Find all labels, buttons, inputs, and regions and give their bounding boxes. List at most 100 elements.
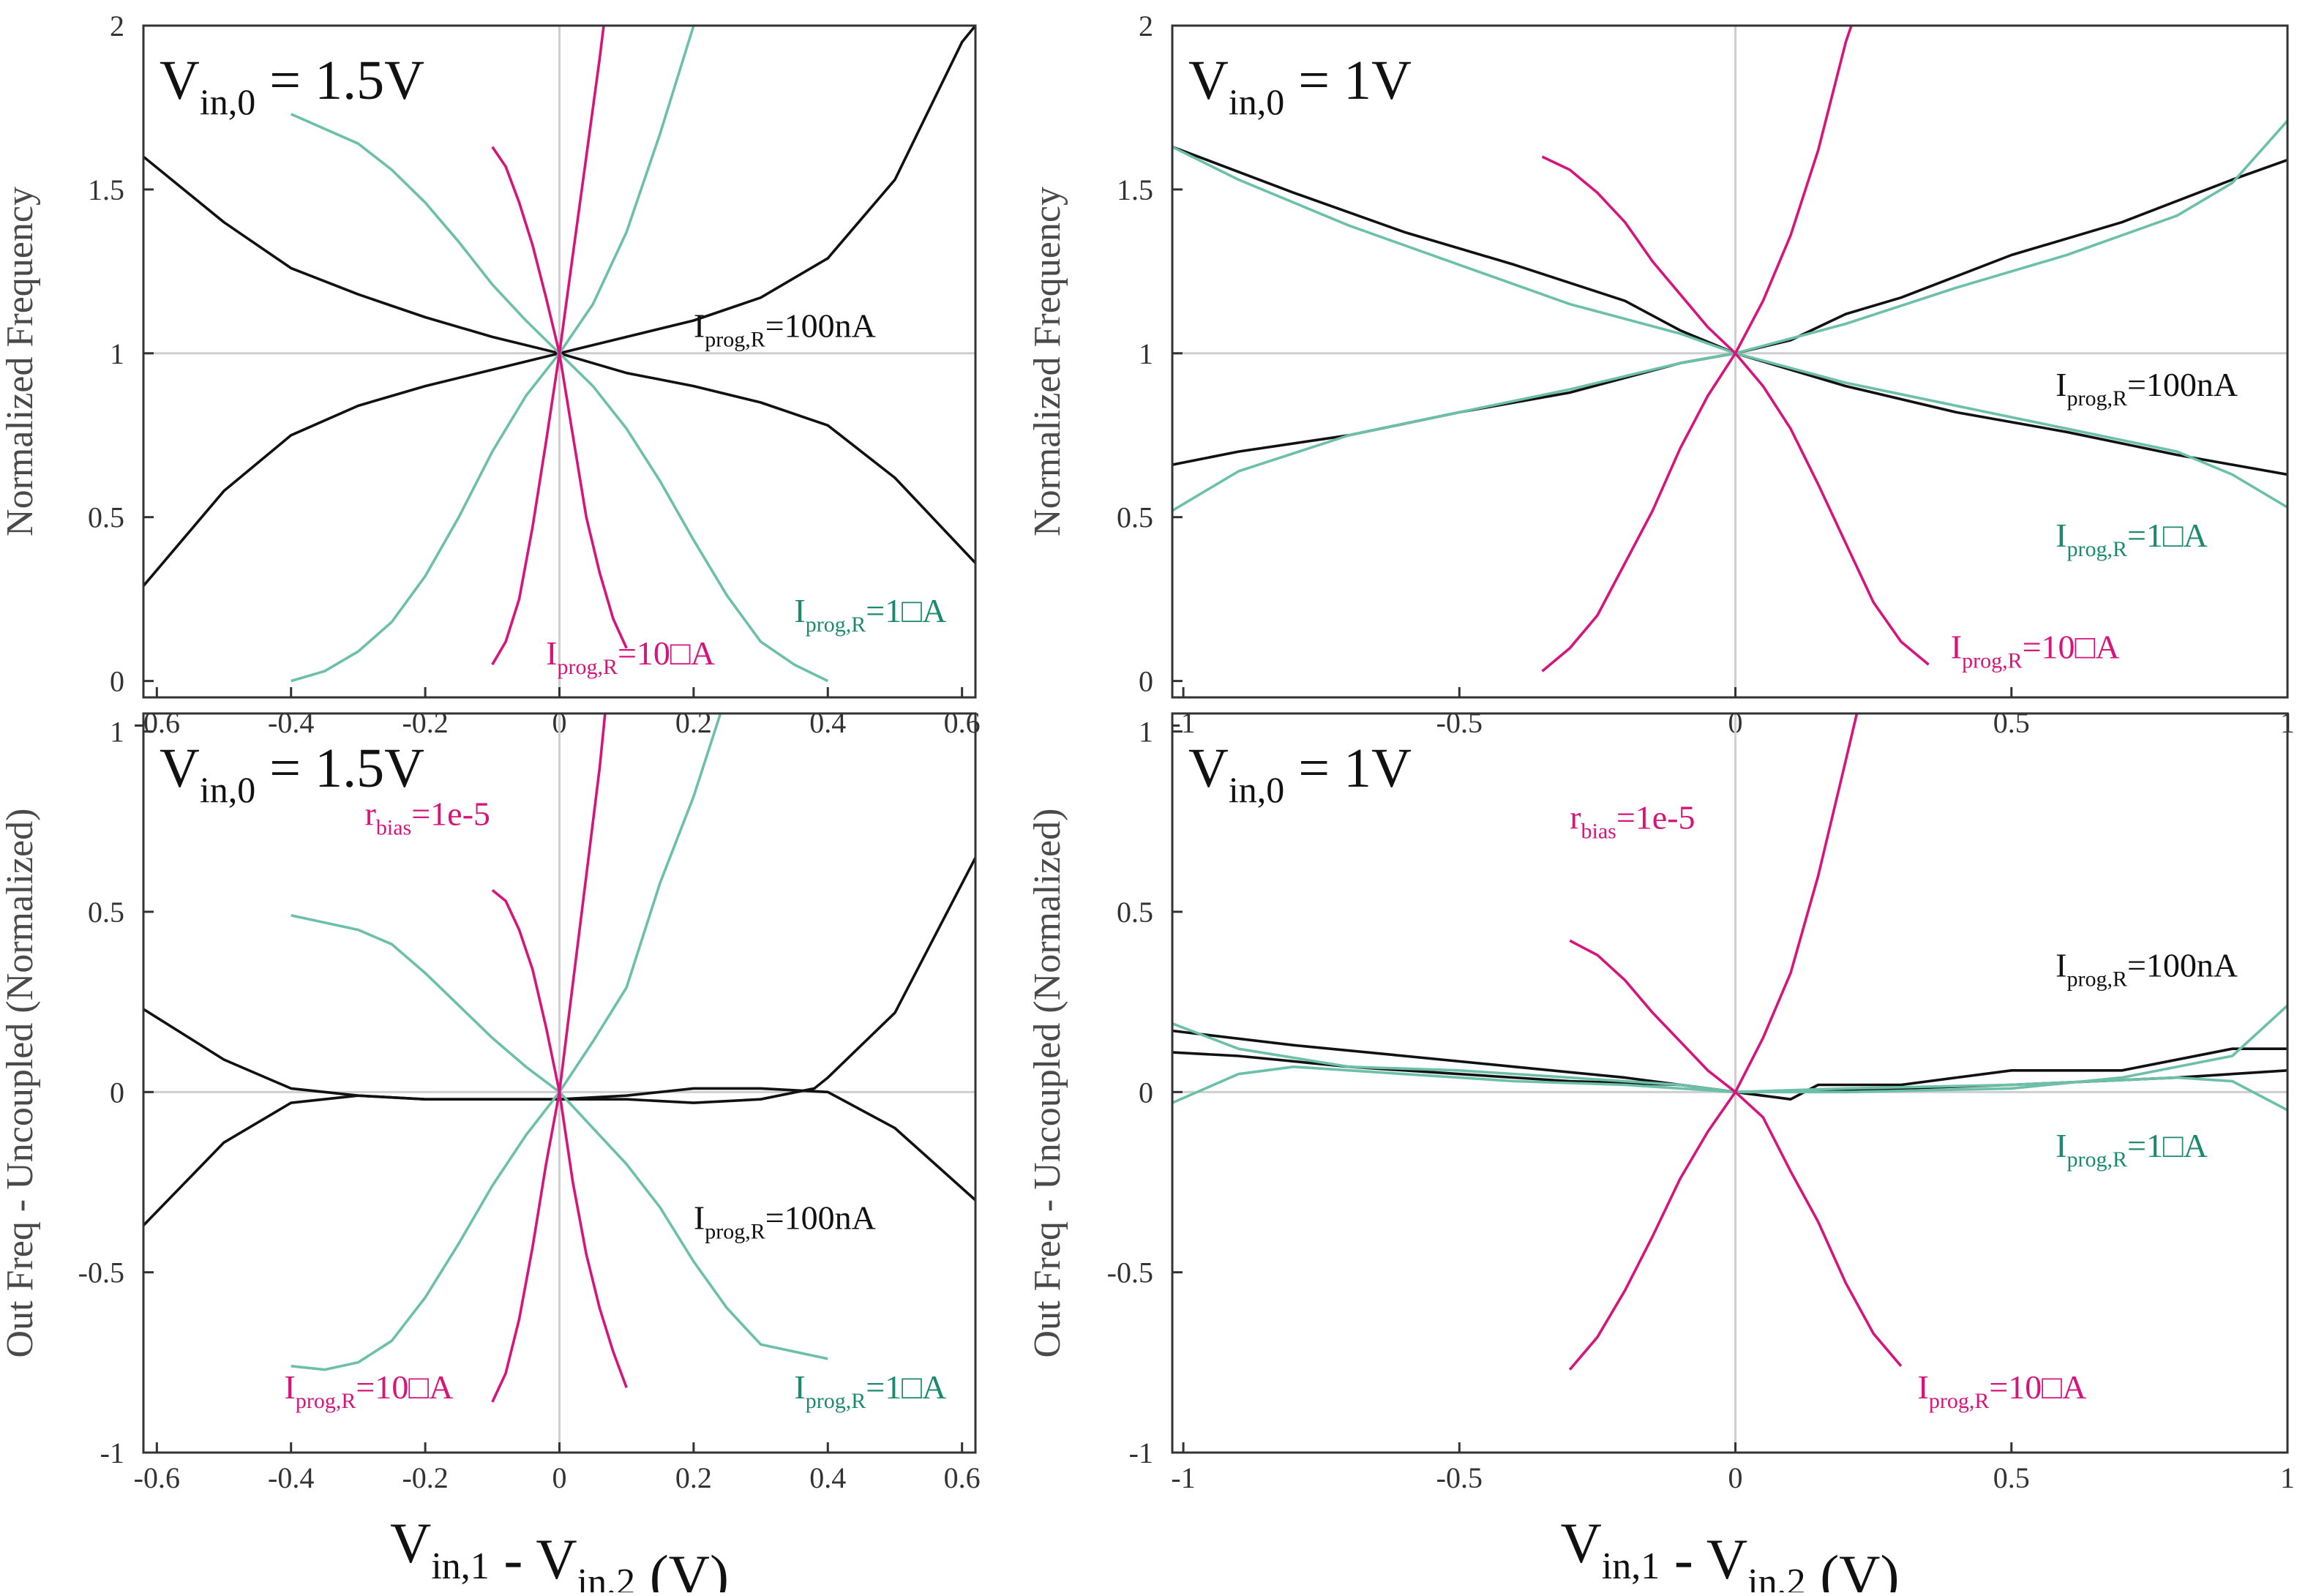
curve-label-2-rest: =10□A <box>2023 628 2120 665</box>
x-axis-label-sub: in,2 <box>577 1562 635 1592</box>
x-axis-label-main: V <box>536 1527 577 1591</box>
curve-label-2-sub: prog,R <box>1962 648 2023 673</box>
curve-label-1: Iprog,R=1□A <box>794 592 946 637</box>
series-line-0 <box>143 26 975 587</box>
y-axis-label: Normalized Frequency <box>0 187 41 536</box>
x-tick-label: -0.6 <box>134 1461 180 1494</box>
curve-label-2-sub: prog,R <box>296 1389 356 1413</box>
x-tick-label: 0.2 <box>675 706 712 739</box>
y-tick-label: 0.5 <box>88 896 124 929</box>
y-axis-label: Out Freq - Uncoupled (Normalized) <box>1027 809 1068 1358</box>
series-line-0 <box>143 857 975 1226</box>
curve-label-2-main: I <box>285 1368 296 1406</box>
curve-label-2: Iprog,R=10□A <box>1951 628 2120 673</box>
curve-label-0-sub: prog,R <box>705 327 765 351</box>
x-tick-label: 1 <box>2280 1461 2295 1494</box>
axes-box <box>1171 712 2289 1454</box>
panel-bottom-right: -1 -0.5 0 0.5 1 -1 -0.5 0 0.5 1 Out Freq - Uncoupl… <box>1027 712 2295 1596</box>
curve-label-0: rbias=1e-5 <box>365 795 490 840</box>
curve-label-1: Iprog,R=100nA <box>694 1199 876 1244</box>
panel-annotation-rest: = 1V <box>1284 50 1412 111</box>
x-tick-label: 0.5 <box>1993 706 2030 739</box>
curve-label-2-main: I <box>546 634 557 672</box>
curve-label-0-rest: =1e-5 <box>411 795 490 833</box>
x-axis-label-main: V <box>1561 1511 1602 1575</box>
y-tick-label: 1 <box>110 716 124 749</box>
series-line-5 <box>491 146 628 649</box>
curve-label-3-rest: =10□A <box>1989 1368 2086 1406</box>
series-line-1 <box>1172 158 2287 466</box>
y-tick-label: 0 <box>1139 665 1153 698</box>
series-line-3 <box>1172 1004 2287 1104</box>
curve-label-0: Iprog,R=100nA <box>694 307 876 351</box>
curve-label-2-rest: =1□A <box>2127 1127 2208 1164</box>
x-tick-label: -1 <box>1171 706 1195 739</box>
panel-annotation-sub: in,0 <box>1229 81 1284 122</box>
series-line-0 <box>1172 1029 2287 1101</box>
curve-label-0-sub: bias <box>376 816 411 840</box>
curve-label-2: Iprog,R=10□A <box>546 634 715 679</box>
curve-label-3-main: I <box>1918 1368 1929 1406</box>
x-axis-label-part: - <box>490 1527 536 1591</box>
curve-label-1-sub: prog,R <box>2066 967 2127 992</box>
y-tick-label: -0.5 <box>78 1256 124 1289</box>
series-group <box>1172 713 2287 1371</box>
curve-label-2: Iprog,R=10□A <box>285 1368 454 1413</box>
x-tick-label: 0.5 <box>1993 1461 2030 1494</box>
curve-label-1-sub: prog,R <box>806 612 866 637</box>
x-axis-label-main: V <box>1706 1527 1747 1591</box>
x-tick-label: 0 <box>1728 1461 1743 1494</box>
y-tick-label: 0.5 <box>1117 896 1153 929</box>
curve-label-2-rest: =10□A <box>356 1368 453 1406</box>
y-tick-label: 2 <box>110 10 124 42</box>
x-tick-label: 0.6 <box>944 706 981 739</box>
x-tick-label: -0.4 <box>268 1461 314 1494</box>
curve-label-1-rest: =1□A <box>866 592 946 629</box>
x-axis-label-part: (V) <box>635 1543 729 1592</box>
y-tick-label: 1.5 <box>88 173 124 206</box>
panel-annotation: Vin,0 = 1.5V <box>160 50 424 122</box>
curve-label-3-main: I <box>794 1368 805 1406</box>
y-tick-label: 1 <box>110 337 124 370</box>
curve-label-2: Iprog,R=1□A <box>2056 1127 2208 1172</box>
panel-annotation-main: V <box>160 738 200 799</box>
series-line-3 <box>290 113 829 683</box>
curve-label-0: Iprog,R=100nA <box>2056 366 2238 411</box>
curve-label-0-rest: =1e-5 <box>1616 799 1695 836</box>
y-tick-label: 1.5 <box>1117 173 1153 206</box>
curve-label-2-sub: prog,R <box>2066 1147 2127 1172</box>
panel-annotation-rest: = 1.5V <box>255 738 424 799</box>
x-axis-label-sub: in,1 <box>1602 1546 1660 1587</box>
curve-label-2-main: I <box>2056 1127 2066 1164</box>
y-axis-label: Normalized Frequency <box>1027 187 1068 536</box>
panel-top-left: -0.6-0.4-0.200.20.40.600.511.52Normalize… <box>0 10 981 739</box>
x-axis-label: Vin,1 - Vin,2 (V) <box>390 1511 729 1592</box>
curve-label-1-rest: =1□A <box>2127 517 2208 554</box>
curve-label-3-sub: prog,R <box>806 1389 866 1413</box>
panel-annotation-rest: = 1V <box>1284 738 1412 799</box>
x-axis-label-part: - <box>1660 1527 1706 1591</box>
curve-label-1-main: I <box>2056 517 2066 554</box>
y-tick-label: 1 <box>1139 716 1153 749</box>
curve-label-0-main: I <box>2056 366 2066 403</box>
series-line-2 <box>291 26 695 683</box>
curve-label-0-rest: =100nA <box>2127 366 2238 403</box>
curve-label-1-rest: =100nA <box>2127 947 2238 984</box>
curve-label-3-rest: =1□A <box>866 1368 946 1406</box>
curve-label-0-rest: =100nA <box>765 307 876 344</box>
curve-label-0: rbias=1e-5 <box>1570 799 1695 844</box>
curve-label-0-main: r <box>1570 799 1581 836</box>
curve-label-1-main: I <box>694 1199 705 1237</box>
series-group <box>143 713 975 1403</box>
curve-label-1-rest: =100nA <box>765 1199 876 1237</box>
y-tick-label: 0 <box>110 665 124 698</box>
x-tick-label: 0.2 <box>675 1461 712 1494</box>
y-tick-label: -1 <box>100 1436 124 1469</box>
series-line-2 <box>291 713 722 1371</box>
curve-label-0-sub: prog,R <box>2066 386 2127 411</box>
series-group <box>143 26 975 683</box>
x-axis-label-part: (V) <box>1806 1543 1900 1592</box>
series-line-4 <box>491 713 607 1403</box>
